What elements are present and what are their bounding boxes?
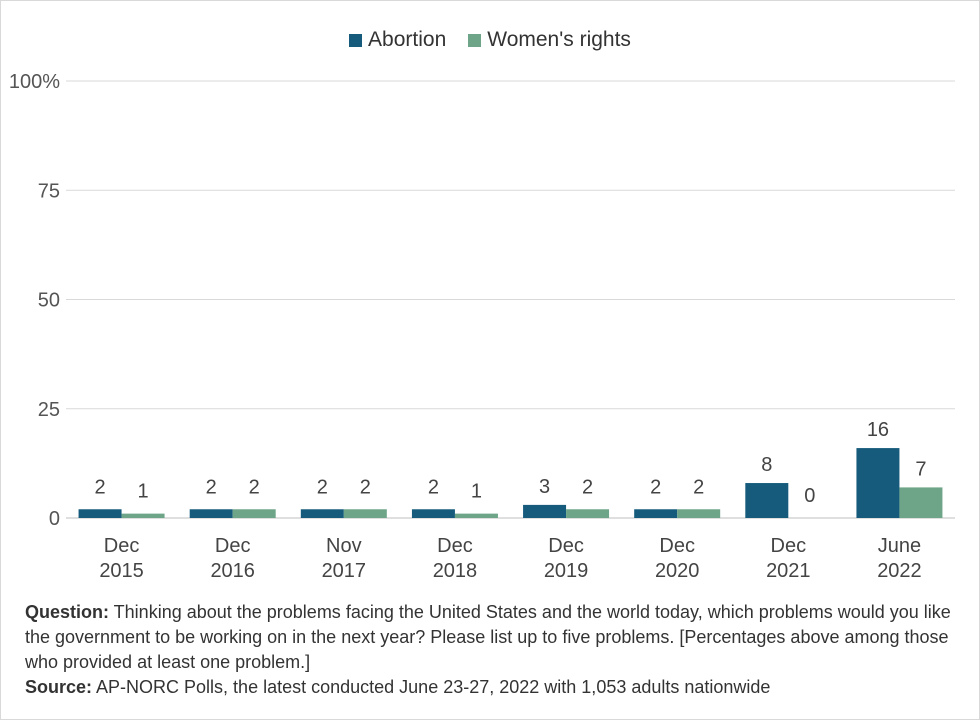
data-label: 3 bbox=[539, 476, 550, 498]
bar-womens-rights bbox=[232, 509, 276, 518]
data-label: 1 bbox=[138, 481, 149, 503]
bar-womens-rights bbox=[343, 509, 387, 518]
x-tick-label: 2021 bbox=[766, 560, 811, 582]
y-tick-label: 25 bbox=[38, 399, 60, 421]
bar-abortion bbox=[300, 509, 344, 518]
x-tick-label: Dec bbox=[771, 535, 807, 557]
data-label: 8 bbox=[761, 454, 772, 476]
data-label: 2 bbox=[249, 476, 260, 498]
bar-abortion bbox=[411, 509, 455, 518]
source-note: Source: AP-NORC Polls, the latest conduc… bbox=[25, 675, 955, 700]
y-tick-label: 100% bbox=[9, 71, 60, 93]
x-tick-label: Dec bbox=[104, 535, 140, 557]
data-label: 2 bbox=[95, 476, 106, 498]
x-tick-label: Dec bbox=[215, 535, 251, 557]
data-label: 0 bbox=[804, 485, 815, 507]
y-tick-label: 0 bbox=[49, 508, 60, 530]
x-tick-label: Dec bbox=[437, 535, 473, 557]
legend-swatch-abortion bbox=[349, 33, 363, 47]
x-tick-label: 2018 bbox=[433, 560, 478, 582]
x-tick-label: Dec bbox=[659, 535, 695, 557]
data-label: 2 bbox=[693, 476, 704, 498]
bar-abortion bbox=[189, 509, 233, 518]
x-tick-label: June bbox=[878, 535, 921, 557]
bar-abortion bbox=[78, 509, 122, 518]
data-label: 1 bbox=[471, 481, 482, 503]
x-tick-label: 2016 bbox=[210, 560, 255, 582]
bar-abortion bbox=[523, 504, 567, 518]
data-label: 2 bbox=[428, 476, 439, 498]
data-label: 7 bbox=[915, 458, 926, 480]
x-tick-label: 2015 bbox=[99, 560, 144, 582]
bar-womens-rights bbox=[677, 509, 721, 518]
legend-label-womens-rights: Women's rights bbox=[487, 28, 631, 51]
data-label: 16 bbox=[867, 419, 889, 441]
bar-womens-rights bbox=[899, 487, 943, 518]
legend-item-womens-rights: Women's rights bbox=[468, 28, 631, 52]
chart-notes: Question: Thinking about the problems fa… bbox=[25, 600, 955, 700]
legend: Abortion Women's rights bbox=[0, 28, 980, 52]
x-tick-label: 2017 bbox=[322, 560, 367, 582]
x-tick-label: Nov bbox=[326, 535, 362, 557]
data-label: 2 bbox=[360, 476, 371, 498]
question-note: Question: Thinking about the problems fa… bbox=[25, 600, 955, 675]
question-label: Question: bbox=[25, 602, 109, 622]
x-tick-label: 2020 bbox=[655, 560, 700, 582]
bar-womens-rights bbox=[121, 513, 165, 518]
question-text: Thinking about the problems facing the U… bbox=[25, 602, 951, 672]
bar-womens-rights bbox=[566, 509, 610, 518]
y-tick-label: 75 bbox=[38, 180, 60, 202]
bar-womens-rights bbox=[454, 513, 498, 518]
x-tick-label: 2019 bbox=[544, 560, 589, 582]
bar-abortion bbox=[856, 448, 900, 518]
source-text: AP-NORC Polls, the latest conducted June… bbox=[92, 677, 771, 697]
legend-item-abortion: Abortion bbox=[349, 28, 446, 52]
bar-abortion bbox=[634, 509, 678, 518]
x-tick-label: Dec bbox=[548, 535, 584, 557]
data-label: 2 bbox=[317, 476, 328, 498]
data-label: 2 bbox=[650, 476, 661, 498]
bar-abortion bbox=[745, 483, 789, 518]
source-label: Source: bbox=[25, 677, 93, 697]
legend-swatch-womens-rights bbox=[468, 33, 482, 47]
legend-label-abortion: Abortion bbox=[368, 28, 447, 51]
x-tick-label: 2022 bbox=[877, 560, 922, 582]
data-label: 2 bbox=[582, 476, 593, 498]
y-tick-label: 50 bbox=[38, 290, 60, 312]
data-label: 2 bbox=[206, 476, 217, 498]
